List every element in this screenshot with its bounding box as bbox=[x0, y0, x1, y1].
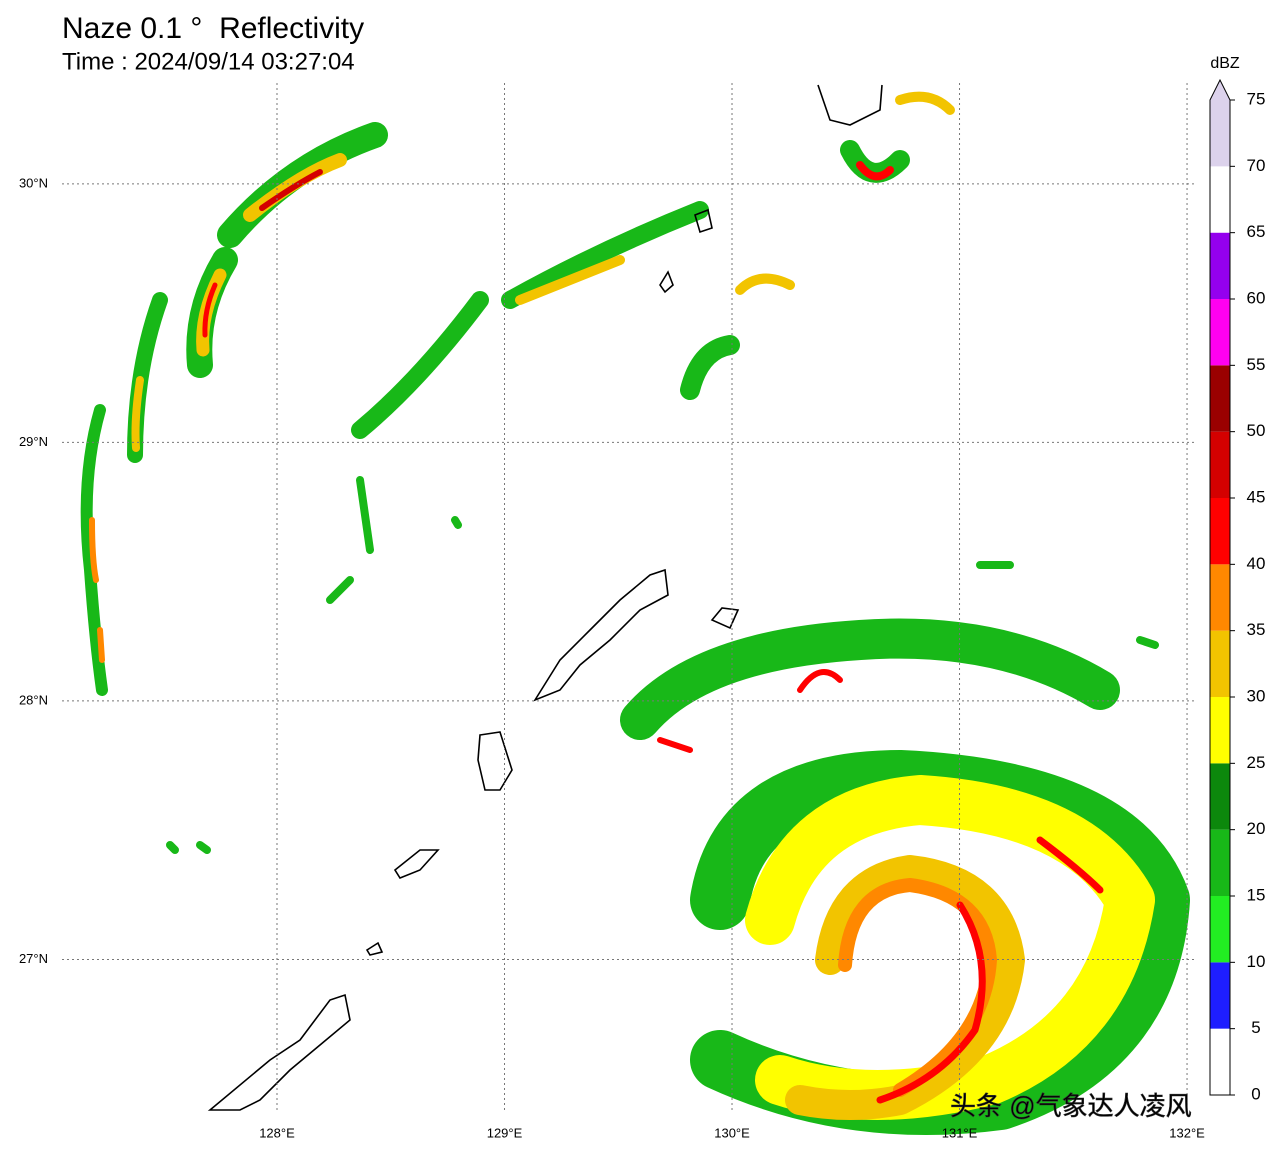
colorbar-tick-label: 25 bbox=[1247, 753, 1266, 772]
colorbar-tick-label: 75 bbox=[1247, 89, 1266, 108]
colorbar-segment bbox=[1210, 697, 1230, 764]
colorbar-tick-label: 20 bbox=[1247, 819, 1266, 838]
colorbar-tick-label: 65 bbox=[1247, 222, 1266, 241]
title: Naze 0.1 ° Reflectivity bbox=[62, 12, 364, 45]
watermark: 头条 @气象达人凌风 bbox=[950, 1091, 1192, 1121]
colorbar-tick-label: 5 bbox=[1251, 1018, 1260, 1037]
colorbar-segment bbox=[1210, 962, 1230, 1029]
colorbar-segment bbox=[1210, 80, 1230, 167]
x-tick-label: 132°E bbox=[1169, 1125, 1205, 1140]
colorbar-tick-label: 15 bbox=[1247, 885, 1266, 904]
colorbar-segment bbox=[1210, 232, 1230, 299]
x-tick-label: 129°E bbox=[487, 1125, 523, 1140]
colorbar-segment bbox=[1210, 431, 1230, 498]
colorbar-tick-label: 35 bbox=[1247, 620, 1266, 639]
coastlines bbox=[207, 84, 883, 1111]
colorbar-segment bbox=[1210, 630, 1230, 697]
colorbar-unit: dBZ bbox=[1210, 55, 1240, 72]
x-tick-label: 131°E bbox=[942, 1125, 978, 1140]
colorbar-tick-label: 40 bbox=[1247, 554, 1266, 573]
time: Time : 2024/09/14 03:27:04 bbox=[62, 48, 355, 75]
colorbar-segment bbox=[1210, 498, 1230, 565]
colorbar-segment bbox=[1210, 829, 1230, 896]
colorbar-segment bbox=[1210, 763, 1230, 830]
y-tick-label: 29°N bbox=[19, 434, 48, 449]
y-tick-label: 27°N bbox=[19, 951, 48, 966]
colorbar-segment bbox=[1210, 896, 1230, 963]
colorbar-segment bbox=[1210, 365, 1230, 432]
y-tick-label: 28°N bbox=[19, 692, 48, 707]
echoes bbox=[80, 91, 1190, 1135]
x-tick-label: 128°E bbox=[259, 1125, 295, 1140]
x-tick-label: 130°E bbox=[714, 1125, 750, 1140]
colorbar-segment bbox=[1210, 1028, 1230, 1095]
colorbar-tick-label: 55 bbox=[1247, 355, 1266, 374]
y-tick-label: 30°N bbox=[19, 175, 48, 190]
colorbar-tick-label: 70 bbox=[1247, 156, 1266, 175]
colorbar-tick-label: 10 bbox=[1247, 952, 1266, 971]
colorbar-tick-label: 0 bbox=[1251, 1084, 1260, 1103]
colorbar-tick-label: 30 bbox=[1247, 686, 1266, 705]
colorbar-outline bbox=[1209, 78, 1231, 1096]
colorbar-segment bbox=[1210, 166, 1230, 233]
colorbar-segment bbox=[1210, 564, 1230, 631]
colorbar-segment bbox=[1210, 299, 1230, 366]
colorbar: 0 5 10 15 20 25 30 35 40 45 50 55 60 65 70 75 dBZ bbox=[1209, 55, 1266, 1103]
graticule: 128°E 129°E 130°E 131°E 132°E 27°N 28°N 29°N 30°… bbox=[19, 83, 1205, 1140]
colorbar-tick-label: 60 bbox=[1247, 288, 1266, 307]
colorbar-tick-label: 50 bbox=[1247, 421, 1266, 440]
colorbar-tick-label: 45 bbox=[1247, 487, 1266, 506]
